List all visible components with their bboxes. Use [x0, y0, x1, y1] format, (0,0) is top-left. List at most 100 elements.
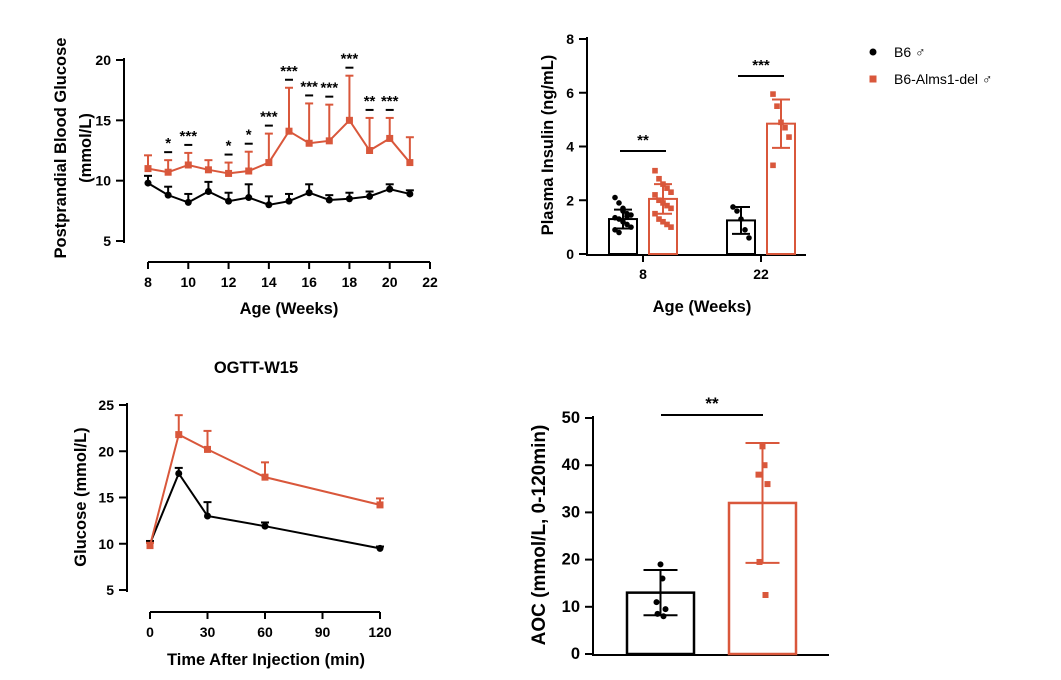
- b6-data-point: [386, 185, 394, 193]
- b6-data-point: [305, 189, 313, 197]
- b6-data-point: [285, 197, 293, 205]
- del-individual-point: [664, 185, 670, 191]
- x-tick-label: 20: [382, 274, 398, 290]
- significance-marker: **: [705, 394, 719, 413]
- b6-individual-point: [612, 194, 618, 201]
- del-individual-point: [660, 218, 666, 225]
- b6-individual-point: [624, 213, 630, 220]
- significance-marker: ***: [321, 80, 339, 97]
- del-individual-point: [652, 167, 658, 174]
- del-individual-point: [759, 443, 766, 450]
- y-tick-label: 4: [566, 139, 574, 155]
- y-tick-label: 15: [98, 490, 114, 506]
- del-data-point: [386, 134, 394, 142]
- x-tick-label: 14: [261, 274, 277, 290]
- b6-data-point: [204, 512, 211, 520]
- del-data-point: [406, 159, 414, 167]
- b6-data-point: [345, 195, 353, 203]
- del-data-point: [144, 165, 152, 173]
- legend-del-label: B6-Alms1-del ♂: [894, 71, 992, 87]
- b6-individual-point: [662, 606, 669, 613]
- b6-individual-point: [612, 227, 618, 233]
- del-data-point: [261, 473, 269, 481]
- b6-individual-point: [734, 208, 740, 214]
- del-individual-point: [756, 558, 763, 565]
- b6-individual-point: [616, 216, 622, 222]
- y-tick-label: 6: [566, 85, 574, 101]
- chart-title: OGTT-W15: [214, 359, 298, 377]
- b6-individual-point: [620, 218, 626, 225]
- b6-individual-point: [657, 561, 664, 568]
- y-axis-title-units: (mmol/L): [77, 113, 95, 183]
- x-tick-label: 18: [342, 274, 358, 290]
- y-tick-label: 10: [562, 598, 580, 616]
- y-tick-label: 20: [95, 52, 111, 68]
- significance-marker: ***: [180, 128, 198, 145]
- del-data-point: [204, 166, 212, 174]
- significance-marker: ***: [341, 51, 359, 68]
- del-individual-point: [782, 124, 788, 131]
- b6-individual-point: [616, 229, 622, 236]
- y-axis-title: AOC (mmol/L, 0-120min): [529, 425, 550, 646]
- b6-individual-point: [628, 224, 634, 230]
- x-tick-label: 30: [200, 624, 216, 640]
- del-individual-point: [660, 200, 666, 206]
- y-axis-title: Glucose (mmol/L): [72, 427, 90, 566]
- x-tick-label: 90: [315, 624, 331, 640]
- legend-b6-label: B6 ♂: [894, 44, 926, 60]
- b6-individual-point: [660, 613, 667, 620]
- b6-data-point: [204, 188, 212, 196]
- b6-individual-point: [653, 599, 660, 606]
- y-tick-label: 0: [566, 246, 574, 262]
- x-tick-label: 120: [368, 624, 392, 640]
- del-individual-point: [668, 189, 674, 195]
- b6-individual-point: [624, 221, 630, 228]
- x-tick-label: 8: [144, 274, 152, 290]
- b6-individual-point: [616, 200, 622, 206]
- x-tick-label: 0: [146, 624, 154, 640]
- del-data-point: [184, 161, 192, 169]
- x-tick-label: 22: [753, 266, 769, 282]
- panel-a-postprandial-glucose: 5 10 15 20 8 10 12 14 16 18 20 22 Age (Weeks) Postpra…: [52, 38, 438, 318]
- y-tick-label: 5: [103, 233, 111, 249]
- del-individual-point: [764, 481, 771, 488]
- del-data-point: [376, 501, 384, 509]
- del-individual-point: [770, 91, 776, 97]
- b6-individual-point: [738, 216, 744, 222]
- del-individual-point: [762, 592, 769, 598]
- b6-data-point: [175, 469, 183, 477]
- b6-data-point: [406, 190, 414, 198]
- y-tick-label: 50: [562, 409, 580, 427]
- b6-individual-point: [659, 575, 666, 582]
- del-data-point: [245, 167, 253, 175]
- b6-data-point: [366, 192, 374, 200]
- significance-marker: *: [226, 138, 232, 155]
- del-data-point: [305, 139, 313, 147]
- del-individual-point: [664, 221, 670, 228]
- legend: B6 ♂ B6-Alms1-del ♂: [869, 44, 992, 87]
- del-data-point: [225, 169, 233, 177]
- b6-data-point: [261, 522, 269, 530]
- b6-data-point: [245, 194, 253, 202]
- x-tick-label: 16: [301, 274, 317, 290]
- significance-marker: ***: [381, 93, 399, 110]
- b6-data-point: [376, 544, 384, 552]
- x-tick-label: 22: [422, 274, 438, 290]
- y-tick-label: 2: [566, 192, 574, 208]
- significance-marker: ***: [752, 57, 770, 74]
- b6-series-line: [149, 471, 381, 550]
- significance-marker: ***: [260, 109, 278, 126]
- del-individual-point: [656, 197, 662, 204]
- y-tick-label: 25: [98, 397, 114, 413]
- y-tick-label: 0: [571, 645, 580, 663]
- legend-b6-marker: [869, 48, 877, 56]
- del-individual-point: [668, 205, 674, 212]
- y-tick-label: 8: [566, 31, 574, 47]
- x-axis-title: Age (Weeks): [653, 298, 752, 316]
- del-data-point: [175, 431, 183, 439]
- del-data-point: [265, 159, 273, 167]
- del-individual-point: [664, 202, 670, 209]
